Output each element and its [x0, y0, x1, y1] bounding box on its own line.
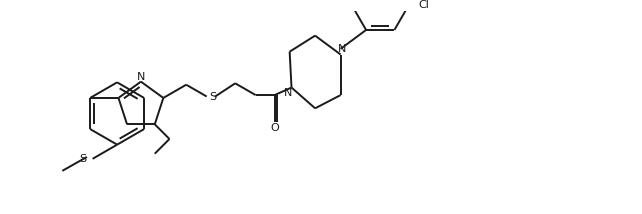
Text: S: S [80, 154, 87, 164]
Text: O: O [270, 123, 279, 133]
Text: N: N [137, 72, 145, 82]
Text: N: N [338, 44, 347, 54]
Text: N: N [284, 88, 292, 98]
Text: S: S [209, 92, 216, 101]
Text: Cl: Cl [418, 0, 429, 10]
